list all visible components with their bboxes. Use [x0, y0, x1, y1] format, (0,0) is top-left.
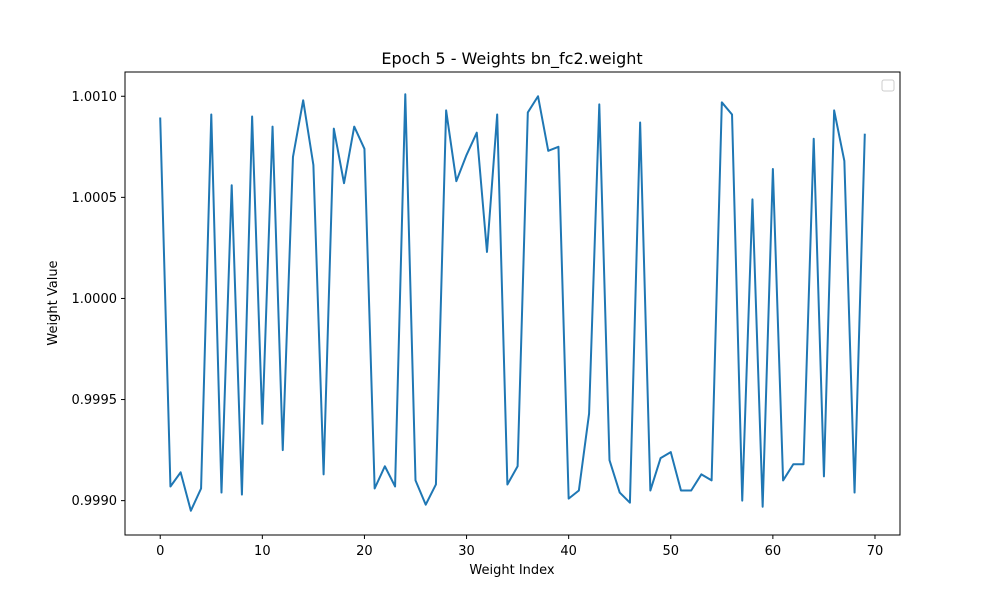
- data-point: [180, 471, 182, 473]
- chart-title: Epoch 5 - Weights bn_fc2.weight: [381, 49, 642, 69]
- data-point: [792, 463, 794, 465]
- data-point: [506, 483, 508, 486]
- data-point: [323, 473, 325, 475]
- x-tick-label: 10: [254, 544, 271, 559]
- data-point: [772, 168, 774, 170]
- x-axis-label: Weight Index: [469, 563, 555, 578]
- data-point: [282, 449, 284, 451]
- data-point: [557, 146, 560, 148]
- data-point: [670, 451, 672, 453]
- x-tick-label: 60: [765, 544, 782, 559]
- data-point: [445, 109, 447, 112]
- data-point: [231, 184, 233, 186]
- data-point: [465, 154, 468, 156]
- x-tick-label: 0: [156, 544, 164, 559]
- data-point: [721, 101, 723, 103]
- data-point: [435, 483, 437, 486]
- y-tick-label: 1.0005: [72, 191, 118, 206]
- data-point: [517, 465, 519, 467]
- data-point: [659, 457, 662, 459]
- x-tick-label: 40: [560, 544, 577, 559]
- data-point: [547, 150, 549, 152]
- y-axis-label: Weight Value: [46, 260, 61, 345]
- x-axis-ticks: 0 10 20 30 40 50 60 70: [156, 535, 883, 559]
- data-point: [425, 504, 427, 506]
- data-point: [731, 113, 733, 116]
- data-point: [568, 498, 570, 500]
- plot-area-frame: [124, 71, 901, 536]
- y-tick-label: 1.0010: [72, 90, 118, 105]
- data-point: [527, 111, 529, 114]
- data-point: [210, 113, 212, 116]
- data-point: [343, 182, 345, 184]
- data-point: [629, 502, 631, 504]
- data-point: [159, 117, 161, 120]
- data-point: [680, 489, 682, 492]
- data-point: [312, 164, 314, 166]
- data-point: [363, 148, 366, 150]
- x-tick-label: 30: [458, 544, 475, 559]
- y-tick-label: 0.9995: [72, 393, 118, 408]
- data-point: [833, 109, 835, 112]
- y-tick-label: 0.9990: [72, 494, 118, 509]
- data-point: [619, 491, 621, 494]
- data-point: [823, 475, 825, 477]
- data-point: [496, 113, 498, 116]
- data-point: [802, 463, 805, 465]
- x-tick-label: 20: [356, 544, 373, 559]
- data-point: [782, 479, 784, 482]
- y-axis-ticks: 0.9990 0.9995 1.0000 1.0005 1.0010: [72, 90, 125, 509]
- y-tick-label: 1.0000: [72, 292, 118, 307]
- x-tick-label: 50: [662, 544, 679, 559]
- series-layer: [159, 93, 866, 512]
- data-point: [843, 160, 845, 162]
- data-point: [404, 93, 406, 95]
- data-point: [302, 99, 304, 101]
- data-point: [741, 500, 743, 502]
- series-line: [159, 93, 866, 512]
- data-point: [690, 489, 692, 492]
- data-point: [813, 138, 815, 140]
- data-point: [261, 423, 263, 425]
- data-point: [251, 115, 253, 118]
- data-point: [762, 506, 764, 508]
- data-point: [476, 132, 478, 134]
- data-point: [200, 487, 202, 490]
- data-point: [292, 156, 294, 158]
- data-point: [649, 489, 651, 492]
- data-point: [384, 465, 386, 467]
- data-point: [241, 493, 243, 496]
- data-point: [608, 459, 611, 461]
- data-point: [271, 125, 274, 128]
- data-point: [700, 473, 703, 475]
- data-point: [639, 121, 641, 124]
- legend-box: [881, 79, 895, 92]
- data-point: [374, 487, 376, 490]
- data-point: [353, 125, 355, 128]
- data-point: [578, 489, 580, 492]
- data-point: [333, 128, 335, 130]
- x-tick-label: 70: [867, 544, 884, 559]
- data-point: [220, 491, 223, 494]
- data-point: [711, 479, 713, 482]
- data-point: [598, 103, 600, 105]
- data-point: [455, 180, 457, 182]
- data-point: [751, 198, 754, 200]
- data-point: [394, 485, 396, 488]
- data-point: [190, 510, 192, 512]
- data-point: [537, 95, 539, 97]
- data-point: [853, 491, 856, 494]
- data-point: [588, 413, 590, 415]
- data-point: [169, 485, 172, 488]
- data-point: [864, 134, 866, 136]
- data-point: [486, 251, 488, 253]
- data-point: [414, 479, 417, 482]
